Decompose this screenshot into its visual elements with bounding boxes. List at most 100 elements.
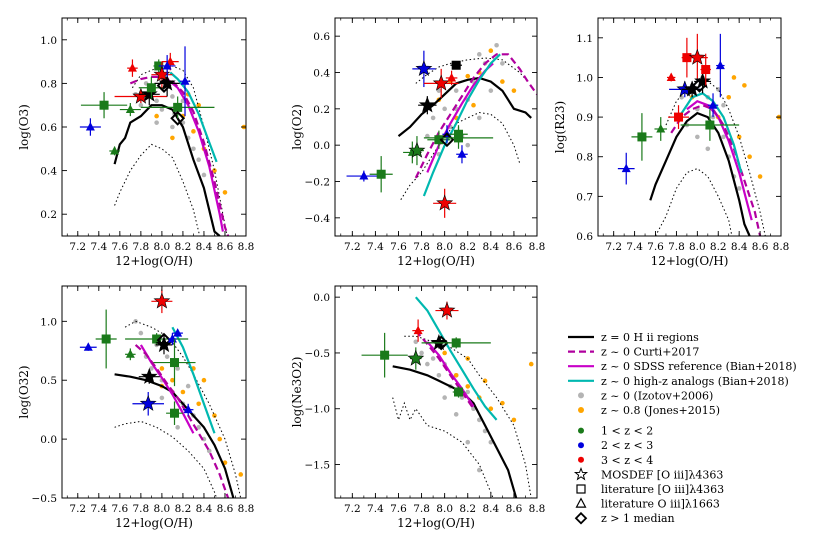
y-tick-label: 1.1	[576, 33, 593, 45]
izotov-point	[494, 42, 499, 48]
x-tick-label: 8.6	[752, 241, 769, 253]
y-tick-label: 0.4	[40, 166, 57, 178]
izotov-point	[175, 425, 180, 430]
legend-item: literature [O iii]λ4363	[576, 483, 724, 496]
izotov-point	[476, 52, 482, 57]
data-point	[125, 104, 135, 114]
legend-label: z ~ 0 (Izotov+2006)	[601, 389, 713, 402]
sdss-line	[426, 341, 475, 408]
jones-point	[511, 417, 517, 423]
legend-item: 2 < z < 3	[578, 439, 653, 452]
x-tick-label: 7.4	[626, 241, 643, 253]
data-point	[436, 194, 454, 211]
x-tick-label: 7.4	[367, 241, 384, 253]
izotov-point	[465, 439, 471, 445]
data-point	[376, 169, 386, 179]
izotov-point	[159, 107, 165, 112]
izotov-point	[154, 120, 159, 125]
x-tick-label: 8.8	[773, 241, 790, 253]
jones-point	[488, 48, 494, 53]
data-point	[683, 80, 701, 97]
x-axis-label: 12+log(O/H)	[115, 254, 193, 268]
legend-item: MOSDEF [O iii]λ4363	[573, 466, 723, 481]
x-tick-label: 7.2	[69, 503, 86, 515]
sdss-line	[139, 344, 195, 434]
data-point	[656, 123, 666, 133]
data-point	[688, 48, 706, 65]
y-axis-label: log(O2)	[290, 104, 304, 150]
legend-label: 3 < z < 4	[601, 454, 653, 467]
izotov-point	[442, 395, 447, 400]
hii-line	[113, 104, 221, 236]
legend-label: z ~ 0.8 (Jones+2015)	[601, 404, 720, 417]
legend-label: z ~ 0 high-z analogs (Bian+2018)	[601, 375, 789, 388]
data-point	[705, 120, 715, 130]
axes-frame	[334, 285, 538, 499]
data-point	[621, 163, 631, 173]
hii-line	[114, 373, 235, 498]
curti-line	[414, 329, 475, 410]
data-point	[170, 358, 180, 368]
izotov-point	[736, 186, 742, 191]
legend-label: MOSDEF [O iii]λ4363	[601, 468, 723, 481]
legend-square-swatch	[576, 484, 586, 494]
plot-area	[361, 296, 534, 498]
data-point	[434, 135, 444, 145]
y-tick-label: 0.2	[40, 209, 57, 221]
y-tick-label: 0.9	[576, 112, 593, 124]
hii-lower-line	[392, 397, 494, 498]
data-point	[454, 129, 464, 139]
x-tick-label: 7.2	[344, 241, 361, 253]
panel-o2: 7.2 7.4 7.6 7.8 8.0 8.2 8.4 8.6 8.8 −0.4 −0.2 0.0 0.…	[290, 17, 545, 268]
legend-dot-swatch	[578, 456, 584, 463]
hii-line	[392, 365, 518, 498]
jones-point	[471, 102, 476, 108]
jones-point	[180, 389, 186, 395]
izotov-point	[430, 356, 436, 361]
x-tick-label: 7.2	[69, 241, 86, 253]
data-point	[637, 132, 647, 142]
hii-line	[397, 76, 532, 137]
jones-point	[442, 350, 447, 356]
x-tick-label: 7.6	[647, 241, 664, 253]
x-tick-label: 7.2	[344, 503, 361, 515]
hii-lower-line	[114, 143, 201, 236]
izotov-point	[419, 350, 424, 356]
y-axis-label: log(R23)	[553, 101, 567, 153]
data-point	[183, 404, 193, 414]
y-tick-label: 1.0	[576, 72, 593, 84]
data-point	[413, 325, 423, 335]
x-tick-label: 7.6	[390, 241, 407, 253]
izotov-point	[465, 389, 471, 395]
izotov-point	[138, 330, 144, 336]
x-axis-label: 12+log(O/H)	[651, 254, 729, 268]
y-tick-label: 0.7	[576, 191, 593, 203]
data-point	[180, 76, 190, 85]
legend-item: z ~ 0 Curti+2017	[568, 346, 699, 359]
x-tick-label: 7.8	[413, 241, 430, 253]
axes-frame	[597, 17, 782, 237]
jones-point	[747, 154, 752, 160]
plot-area	[617, 33, 781, 236]
curti-line	[670, 104, 762, 236]
jones-point	[196, 401, 201, 407]
legend-dot-swatch	[578, 407, 584, 413]
data-point	[156, 332, 172, 348]
legend-label: z ~ 0 Curti+2017	[601, 346, 699, 359]
jones-point	[170, 135, 175, 141]
data-point	[162, 60, 172, 70]
izotov-point	[196, 157, 201, 162]
legend-star-swatch	[573, 466, 589, 481]
data-point	[432, 74, 450, 91]
x-tick-label: 7.6	[390, 503, 407, 515]
panel-o3: 7.2 7.4 7.6 7.8 8.0 8.2 8.4 8.6 8.8 0.2 0.4 0.6 0.8 1…	[17, 17, 254, 268]
jones-point	[488, 406, 494, 412]
x-axis-label: 12+log(O/H)	[397, 516, 475, 530]
jones-point	[217, 436, 223, 442]
x-tick-label: 8.0	[154, 503, 171, 515]
legend-item: z ~ 0 high-z analogs (Bian+2018)	[568, 375, 789, 388]
data-point	[451, 60, 461, 70]
izotov-point	[196, 425, 201, 430]
data-point	[156, 78, 172, 93]
data-point	[173, 102, 183, 112]
